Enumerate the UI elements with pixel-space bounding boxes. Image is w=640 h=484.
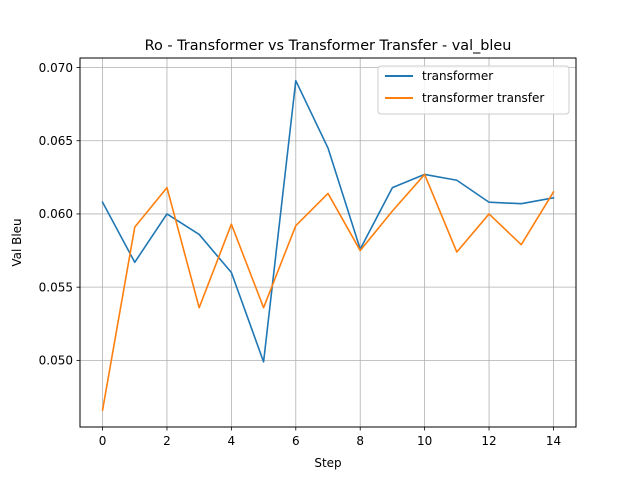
legend: transformer transformer transfer [377, 65, 570, 115]
x-tick-label: 6 [292, 434, 300, 448]
x-tick-label: 2 [163, 434, 171, 448]
y-axis-ticks: 0.050 0.055 0.060 0.065 0.070 [39, 61, 80, 368]
y-tick-label: 0.055 [39, 280, 73, 294]
series-line-transformer-transfer [101, 173, 555, 412]
x-tick-label: 10 [417, 434, 432, 448]
x-tick-label: 12 [481, 434, 496, 448]
x-tick-label: 0 [99, 434, 107, 448]
y-tick-label: 0.060 [39, 207, 73, 221]
x-tick-label: 4 [228, 434, 236, 448]
legend-label-transformer: transformer [422, 69, 493, 83]
legend-box [377, 65, 570, 115]
series-line-transformer [101, 79, 555, 363]
legend-label-transformer-transfer: transformer transfer [422, 91, 544, 105]
y-tick-label: 0.070 [39, 61, 73, 75]
y-tick-label: 0.065 [39, 134, 73, 148]
chart-title: Ro - Transformer vs Transformer Transfer… [145, 38, 512, 54]
x-axis-label: Step [314, 456, 341, 470]
x-axis-ticks: 0 2 4 6 8 10 12 14 [99, 427, 561, 448]
x-tick-label: 14 [546, 434, 561, 448]
plot-frame [79, 57, 577, 428]
y-axis-label: Val Bleu [10, 218, 24, 266]
series-lines [101, 79, 555, 412]
x-tick-label: 8 [356, 434, 364, 448]
y-tick-label: 0.050 [39, 354, 73, 368]
